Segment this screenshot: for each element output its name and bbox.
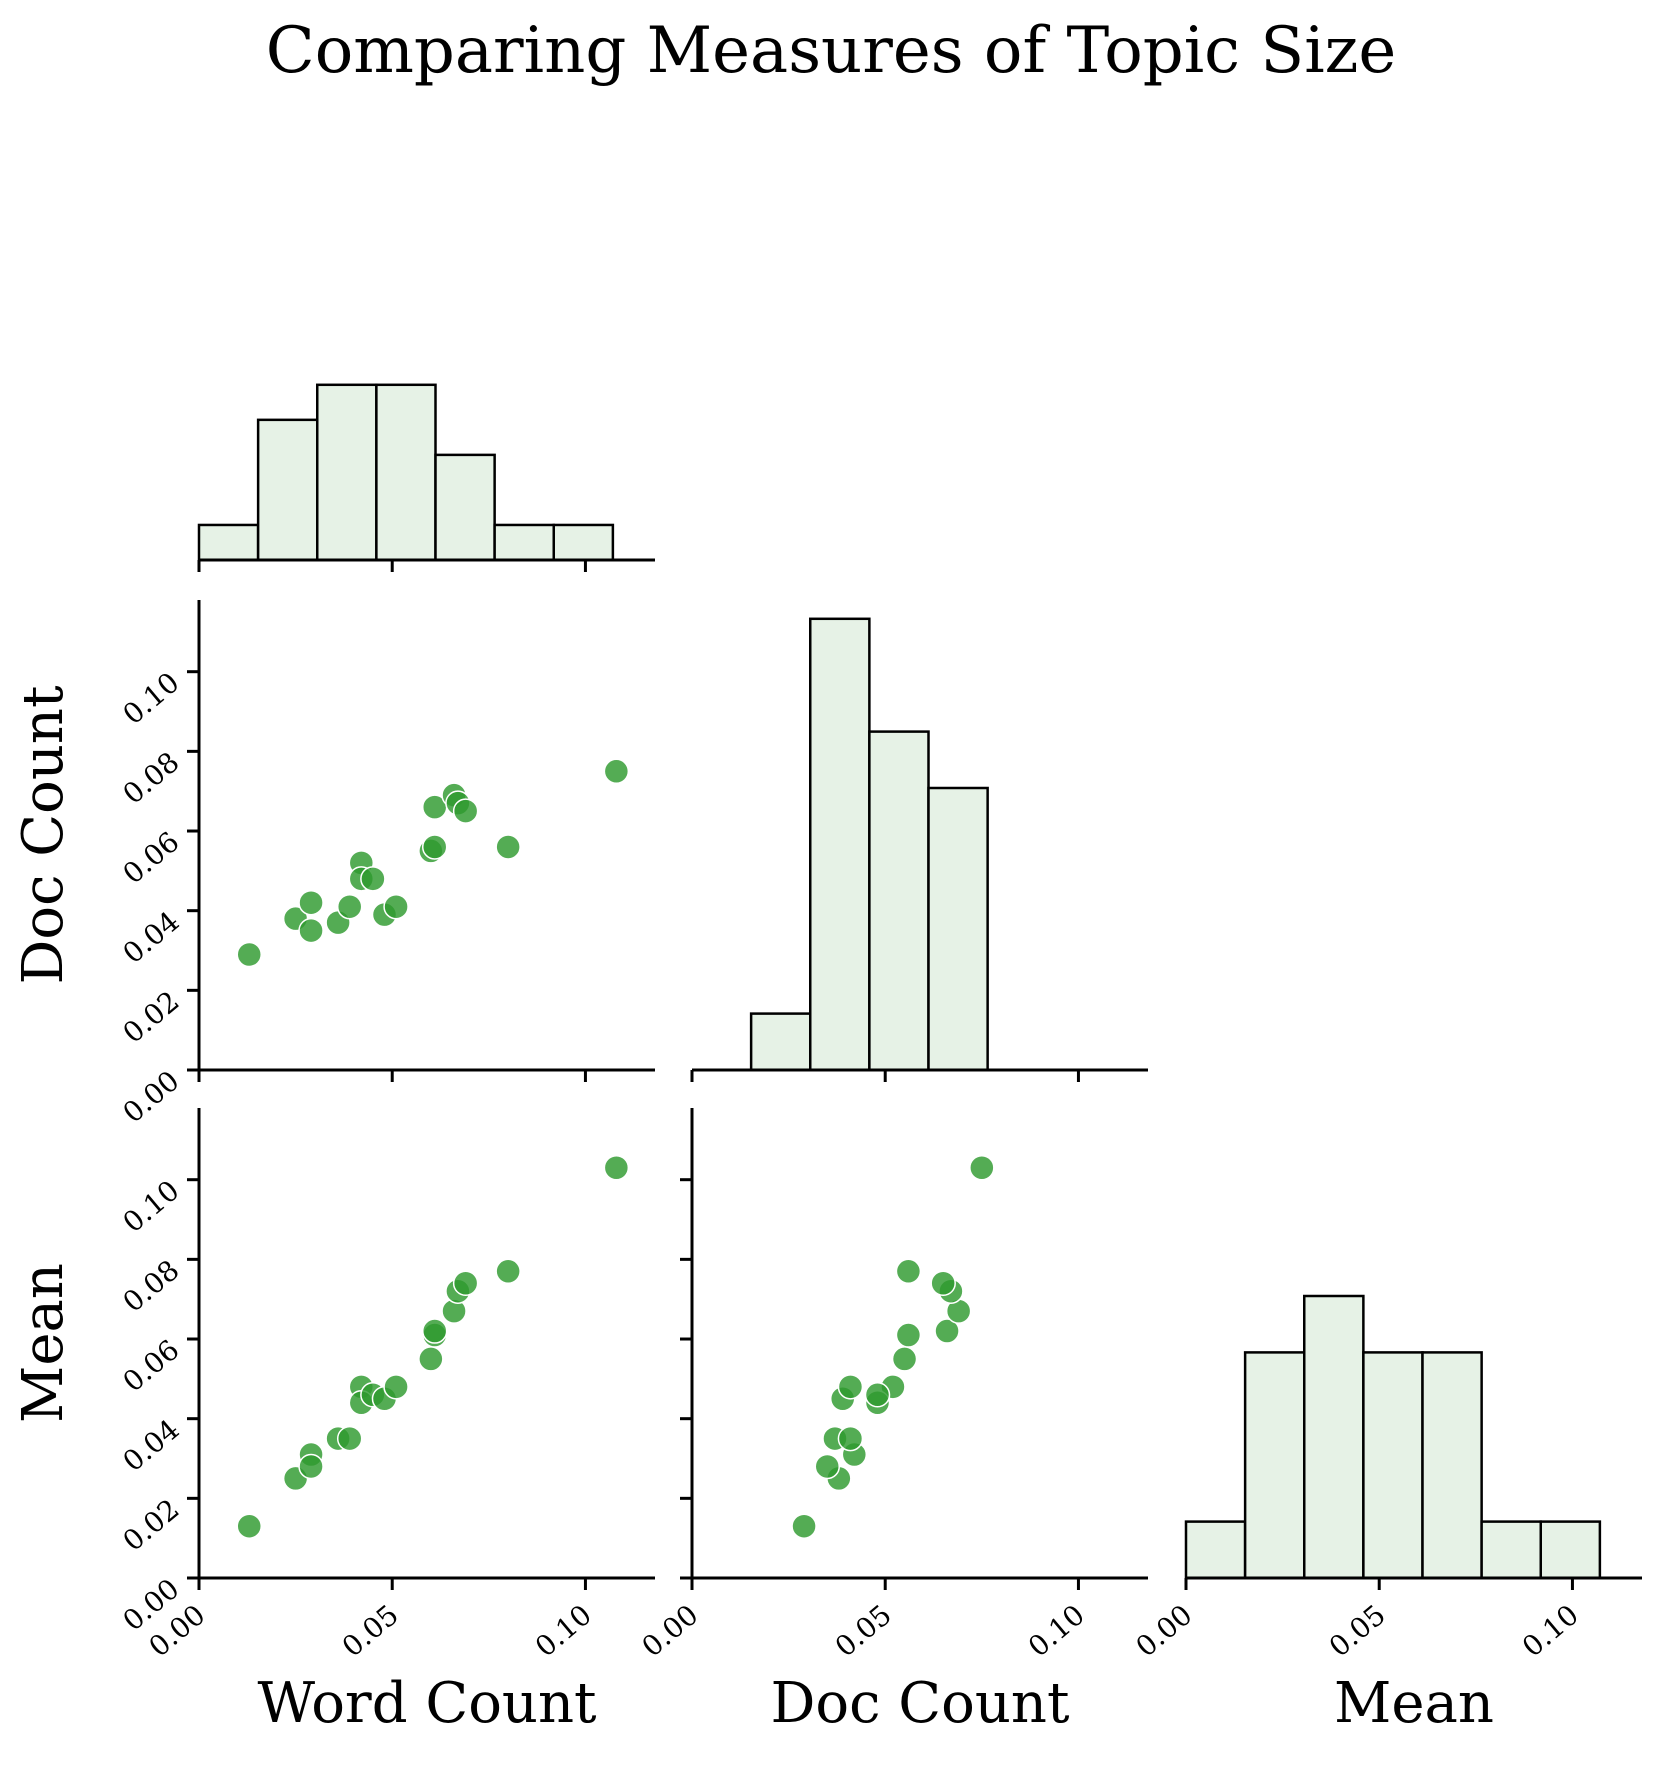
- hist-bar: [256, 418, 319, 562]
- hist-bar: [868, 730, 930, 1072]
- hist-bar: [809, 617, 871, 1072]
- x-tick-label: 0.10: [1516, 1598, 1585, 1663]
- y-axis-doc-count: 0.00 0.02 0.04 0.06 0.08 0.10: [117, 600, 201, 1129]
- x-axis-title-word-count: Word Count: [257, 1671, 597, 1736]
- scatter-point: [421, 834, 448, 860]
- x-axis-row0: [197, 558, 655, 572]
- y-axis-mean-col1: [680, 1108, 694, 1580]
- scatter-point: [298, 889, 324, 916]
- hist-bar: [493, 523, 556, 562]
- x-axis-doc-count: 0.00 0.05 0.10: [636, 1576, 1148, 1663]
- y-tick-label: 0.10: [117, 1174, 186, 1239]
- x-tick-label: 0.00: [1130, 1598, 1199, 1663]
- x-axis-mean: 0.00 0.05 0.10: [1130, 1576, 1642, 1663]
- histogram-doc-count: [692, 617, 1148, 1072]
- x-axis-row1-col1: [690, 1068, 1148, 1082]
- scatter-point: [895, 1322, 922, 1348]
- hist-bar: [1421, 1351, 1483, 1580]
- y-tick-label: 0.00: [117, 1064, 186, 1129]
- scatter-point: [837, 1425, 864, 1452]
- plot-area: 0.00 0.02 0.04 0.06 0.08 0.10 0.00 0.02 0.04 0.06…: [11, 383, 1642, 1736]
- y-tick-label: 0.06: [117, 1333, 186, 1398]
- y-axis-title-mean: Mean: [11, 1263, 76, 1423]
- scatter-point: [298, 917, 324, 944]
- y-tick-label: 0.10: [117, 666, 186, 731]
- y-tick-label: 0.08: [117, 1253, 186, 1318]
- hist-bar: [552, 523, 615, 562]
- hist-bar: [1480, 1520, 1543, 1580]
- scatter-point: [837, 1374, 864, 1400]
- hist-bar: [434, 453, 496, 562]
- y-tick-label: 0.06: [117, 825, 186, 890]
- x-tick-label: 0.10: [529, 1598, 598, 1663]
- hist-bar: [927, 786, 989, 1072]
- hist-bar: [1243, 1351, 1306, 1580]
- scatter-point: [336, 1425, 363, 1452]
- y-tick-label: 0.02: [117, 984, 186, 1049]
- scatter-point: [495, 834, 521, 860]
- y-tick-label: 0.02: [117, 1492, 186, 1557]
- scatter-point: [930, 1270, 956, 1297]
- scatter-point: [236, 1513, 262, 1539]
- scatter-point: [495, 1258, 521, 1285]
- x-axis-title-doc-count: Doc Count: [771, 1671, 1070, 1736]
- hist-bar: [1539, 1520, 1602, 1580]
- scatter-point: [452, 798, 479, 824]
- scatter-point: [336, 893, 363, 920]
- scatter-point: [864, 1382, 891, 1408]
- hist-bar: [1184, 1520, 1247, 1580]
- scatter-point: [418, 1346, 444, 1372]
- scatter-point: [891, 1346, 918, 1372]
- y-tick-label: 0.08: [117, 745, 186, 810]
- y-axis-title-doc-count: Doc Count: [11, 685, 76, 984]
- scatter-doc-count-vs-word-count: [236, 758, 630, 968]
- chart-title: Comparing Measures of Topic Size: [266, 14, 1397, 88]
- scatter-point: [603, 1154, 630, 1181]
- scatter-point: [236, 941, 262, 968]
- scatter-point: [791, 1513, 817, 1539]
- scatter-point: [383, 1374, 409, 1400]
- scatter-point: [421, 1318, 448, 1344]
- x-axis-title-mean: Mean: [1334, 1671, 1494, 1736]
- y-tick-label: 0.04: [117, 1413, 186, 1478]
- hist-bar: [375, 383, 437, 562]
- x-axis-row1-col0: [197, 1068, 655, 1082]
- scatter-point: [383, 893, 409, 920]
- y-tick-label: 0.04: [117, 905, 186, 970]
- scatter-point: [814, 1453, 841, 1480]
- x-tick-label: 0.10: [1022, 1598, 1091, 1663]
- x-tick-label: 0.05: [336, 1598, 405, 1663]
- x-tick-label: 0.05: [829, 1598, 898, 1663]
- scatter-point: [934, 1318, 960, 1344]
- histogram-mean: [1184, 1294, 1642, 1580]
- x-axis-word-count: 0.00 0.05 0.10: [143, 1576, 655, 1663]
- x-tick-label: 0.00: [636, 1598, 705, 1663]
- scatter-point: [452, 1270, 479, 1297]
- scatter-point: [603, 758, 630, 785]
- scatter-mean-vs-word-count: [236, 1154, 630, 1539]
- hist-bar: [316, 383, 378, 562]
- scatter-point: [360, 866, 386, 892]
- scatter-mean-vs-doc-count: [791, 1154, 995, 1539]
- hist-bar: [1362, 1351, 1424, 1580]
- y-axis-mean: 0.000.020.040.060.080.10: [117, 1108, 201, 1637]
- scatter-point: [969, 1154, 995, 1181]
- hist-bar: [749, 1012, 812, 1072]
- hist-bar: [197, 523, 260, 562]
- scatter-point: [298, 1453, 324, 1480]
- hist-bar: [1303, 1294, 1365, 1580]
- histogram-word-count: [197, 383, 655, 562]
- x-tick-label: 0.05: [1323, 1598, 1392, 1663]
- scatter-point: [895, 1258, 922, 1285]
